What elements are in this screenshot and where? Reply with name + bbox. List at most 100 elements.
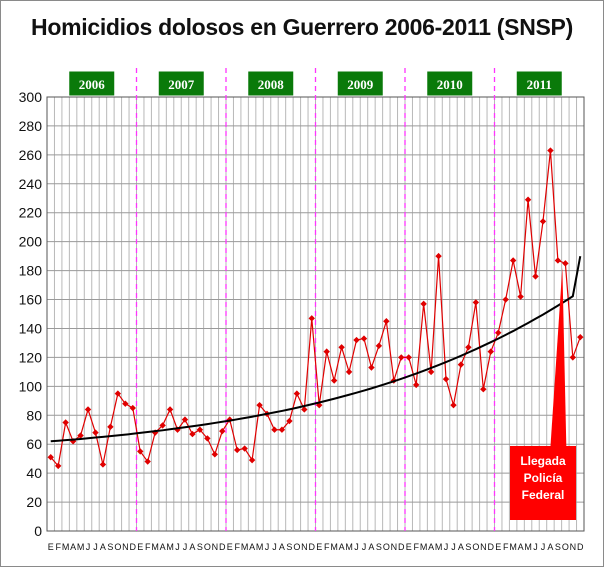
chart-title: Homicidios dolosos en Guerrero 2006-2011… (31, 14, 573, 40)
y-tick-label: 180 (19, 263, 43, 279)
x-tick-label: O (562, 542, 569, 552)
x-tick-label: M (241, 542, 249, 552)
data-point (554, 257, 562, 264)
x-tick-label: J (444, 542, 449, 552)
data-point (465, 344, 472, 351)
data-point (159, 422, 166, 429)
data-point (293, 390, 301, 397)
data-point (301, 406, 308, 413)
x-tick-label: F (413, 542, 419, 552)
x-tick-label: A (189, 542, 195, 552)
x-tick-label: F (145, 542, 151, 552)
x-tick-label: M (345, 542, 353, 552)
x-tick-label: O (383, 542, 390, 552)
data-point (47, 454, 54, 461)
data-point (457, 361, 465, 368)
data-point (144, 458, 151, 465)
callout-box (510, 446, 576, 520)
data-point (383, 318, 390, 325)
x-tick-label: J (86, 542, 91, 552)
data-point (330, 377, 338, 384)
y-tick-label: 240 (19, 176, 43, 192)
x-tick-label: E (316, 542, 322, 552)
x-tick-label: E (48, 542, 54, 552)
x-tick-label: J (451, 542, 456, 552)
x-tick-label: J (354, 542, 359, 552)
data-point (181, 416, 189, 423)
data-point (353, 336, 360, 344)
y-tick-label: 200 (19, 234, 43, 250)
year-label: 2006 (79, 77, 106, 92)
data-point (427, 368, 435, 376)
year-label: 2011 (527, 77, 552, 92)
x-tick-label: N (301, 542, 308, 552)
x-tick-label: E (406, 542, 412, 552)
data-point (480, 386, 487, 393)
x-tick-label: M (524, 542, 532, 552)
x-tick-label: A (249, 542, 255, 552)
data-point (308, 315, 315, 322)
y-tick-label: 300 (19, 89, 43, 105)
data-point (211, 451, 219, 458)
data-point (248, 456, 256, 464)
x-tick-label: A (518, 542, 524, 552)
data-point (472, 299, 480, 306)
y-tick-label: 40 (26, 465, 42, 481)
x-tick-label: S (107, 542, 113, 552)
data-point (360, 335, 368, 342)
x-tick-label: N (570, 542, 577, 552)
y-tick-label: 100 (19, 378, 43, 394)
x-tick-label: S (465, 542, 471, 552)
x-tick-label: D (488, 542, 495, 552)
data-point (129, 404, 136, 412)
x-tick-label: A (100, 542, 106, 552)
data-point (107, 423, 114, 431)
x-tick-label: M (420, 542, 428, 552)
x-tick-label: A (547, 542, 553, 552)
y-tick-label: 0 (34, 523, 42, 539)
x-tick-label: J (265, 542, 270, 552)
x-tick-label: D (219, 542, 226, 552)
x-tick-label: A (368, 542, 374, 552)
x-tick-label: E (495, 542, 501, 552)
x-tick-label: A (279, 542, 285, 552)
x-tick-label: M (151, 542, 159, 552)
data-point (435, 252, 442, 260)
callout-text: Federal (522, 488, 565, 502)
data-point (375, 342, 383, 350)
x-tick-label: D (577, 542, 584, 552)
y-tick-label: 280 (19, 118, 43, 134)
x-tick-label: E (227, 542, 233, 552)
x-tick-label: J (362, 542, 367, 552)
x-tick-label: M (166, 542, 174, 552)
data-point (398, 354, 405, 361)
x-tick-label: M (509, 542, 517, 552)
data-point (524, 196, 532, 203)
callout-arrow (550, 267, 567, 448)
year-label: 2007 (168, 77, 195, 92)
data-point (189, 430, 196, 438)
data-point (241, 445, 248, 452)
x-tick-label: E (137, 542, 143, 552)
data-point (114, 390, 122, 397)
data-point (62, 419, 69, 426)
x-tick-label: S (555, 542, 561, 552)
data-point (278, 426, 286, 433)
year-label: 2008 (258, 77, 285, 92)
x-tick-label: A (160, 542, 166, 552)
y-tick-label: 80 (26, 407, 42, 423)
year-label: 2010 (437, 77, 463, 92)
x-tick-label: A (428, 542, 434, 552)
x-tick-label: D (309, 542, 316, 552)
data-point (562, 260, 569, 267)
x-tick-label: F (234, 542, 240, 552)
data-point (54, 462, 62, 470)
callout-text: Policía (524, 471, 563, 485)
x-tick-label: J (175, 542, 180, 552)
x-tick-label: D (398, 542, 405, 552)
x-tick-label: D (130, 542, 137, 552)
data-point (233, 446, 241, 454)
data-point (569, 354, 577, 361)
x-tick-label: J (183, 542, 188, 552)
x-tick-label: M (256, 542, 264, 552)
